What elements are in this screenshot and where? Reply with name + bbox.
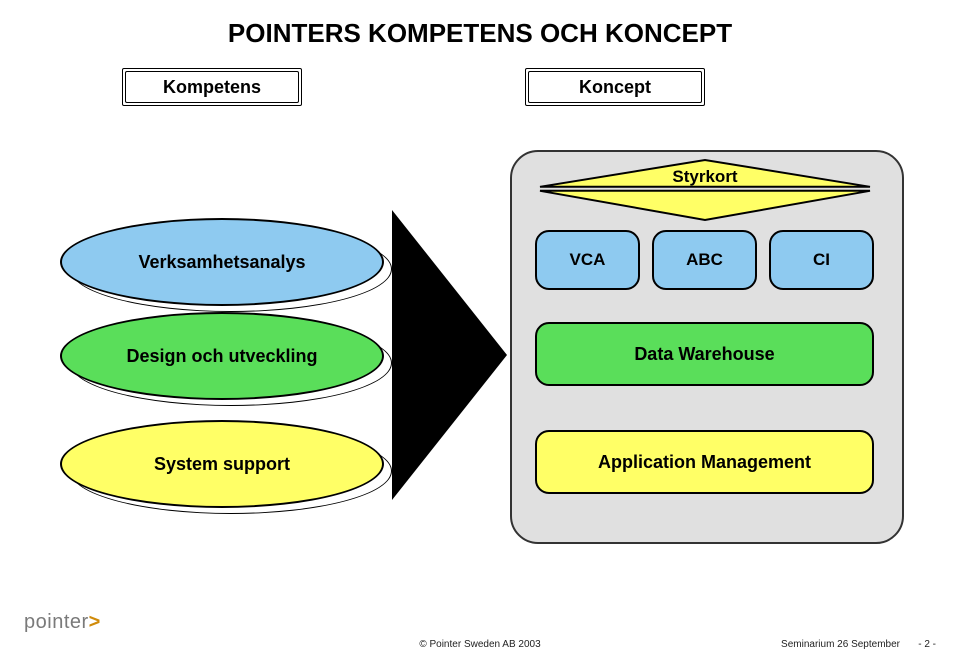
koncept-header: Koncept [525,68,705,106]
koncept-box-ci: CI [769,230,874,290]
styrkort-banner: Styrkort [540,160,870,220]
kompetens-header-label: Kompetens [163,77,261,98]
kompetens-ellipse-support: System support [60,420,384,508]
flow-arrow [392,210,507,500]
kompetens-ellipse-design-label: Design och utveckling [126,346,317,367]
logo: pointer> [24,611,101,634]
footer-page: - 2 - [918,639,936,650]
koncept-box-ci-label: CI [813,250,830,270]
koncept-box-vca: VCA [535,230,640,290]
koncept-box-dw: Data Warehouse [535,322,874,386]
koncept-box-am-label: Application Management [598,452,811,473]
kompetens-ellipse-verksamhetsanalys: Verksamhetsanalys [60,218,384,306]
footer-seminar: Seminarium 26 September [781,639,900,650]
logo-accent: > [89,611,101,633]
logo-text: pointer [24,611,89,633]
page-title: POINTERS KOMPETENS OCH KONCEPT [0,18,960,49]
kompetens-ellipse-design: Design och utveckling [60,312,384,400]
koncept-box-am: Application Management [535,430,874,494]
koncept-header-label: Koncept [579,77,651,98]
koncept-box-abc: ABC [652,230,757,290]
styrkort-label: Styrkort [672,167,738,186]
kompetens-header: Kompetens [122,68,302,106]
koncept-box-dw-label: Data Warehouse [634,344,774,365]
kompetens-ellipse-verksamhetsanalys-label: Verksamhetsanalys [138,252,305,273]
koncept-box-vca-label: VCA [570,250,606,270]
kompetens-ellipse-support-label: System support [154,454,290,475]
koncept-box-abc-label: ABC [686,250,723,270]
